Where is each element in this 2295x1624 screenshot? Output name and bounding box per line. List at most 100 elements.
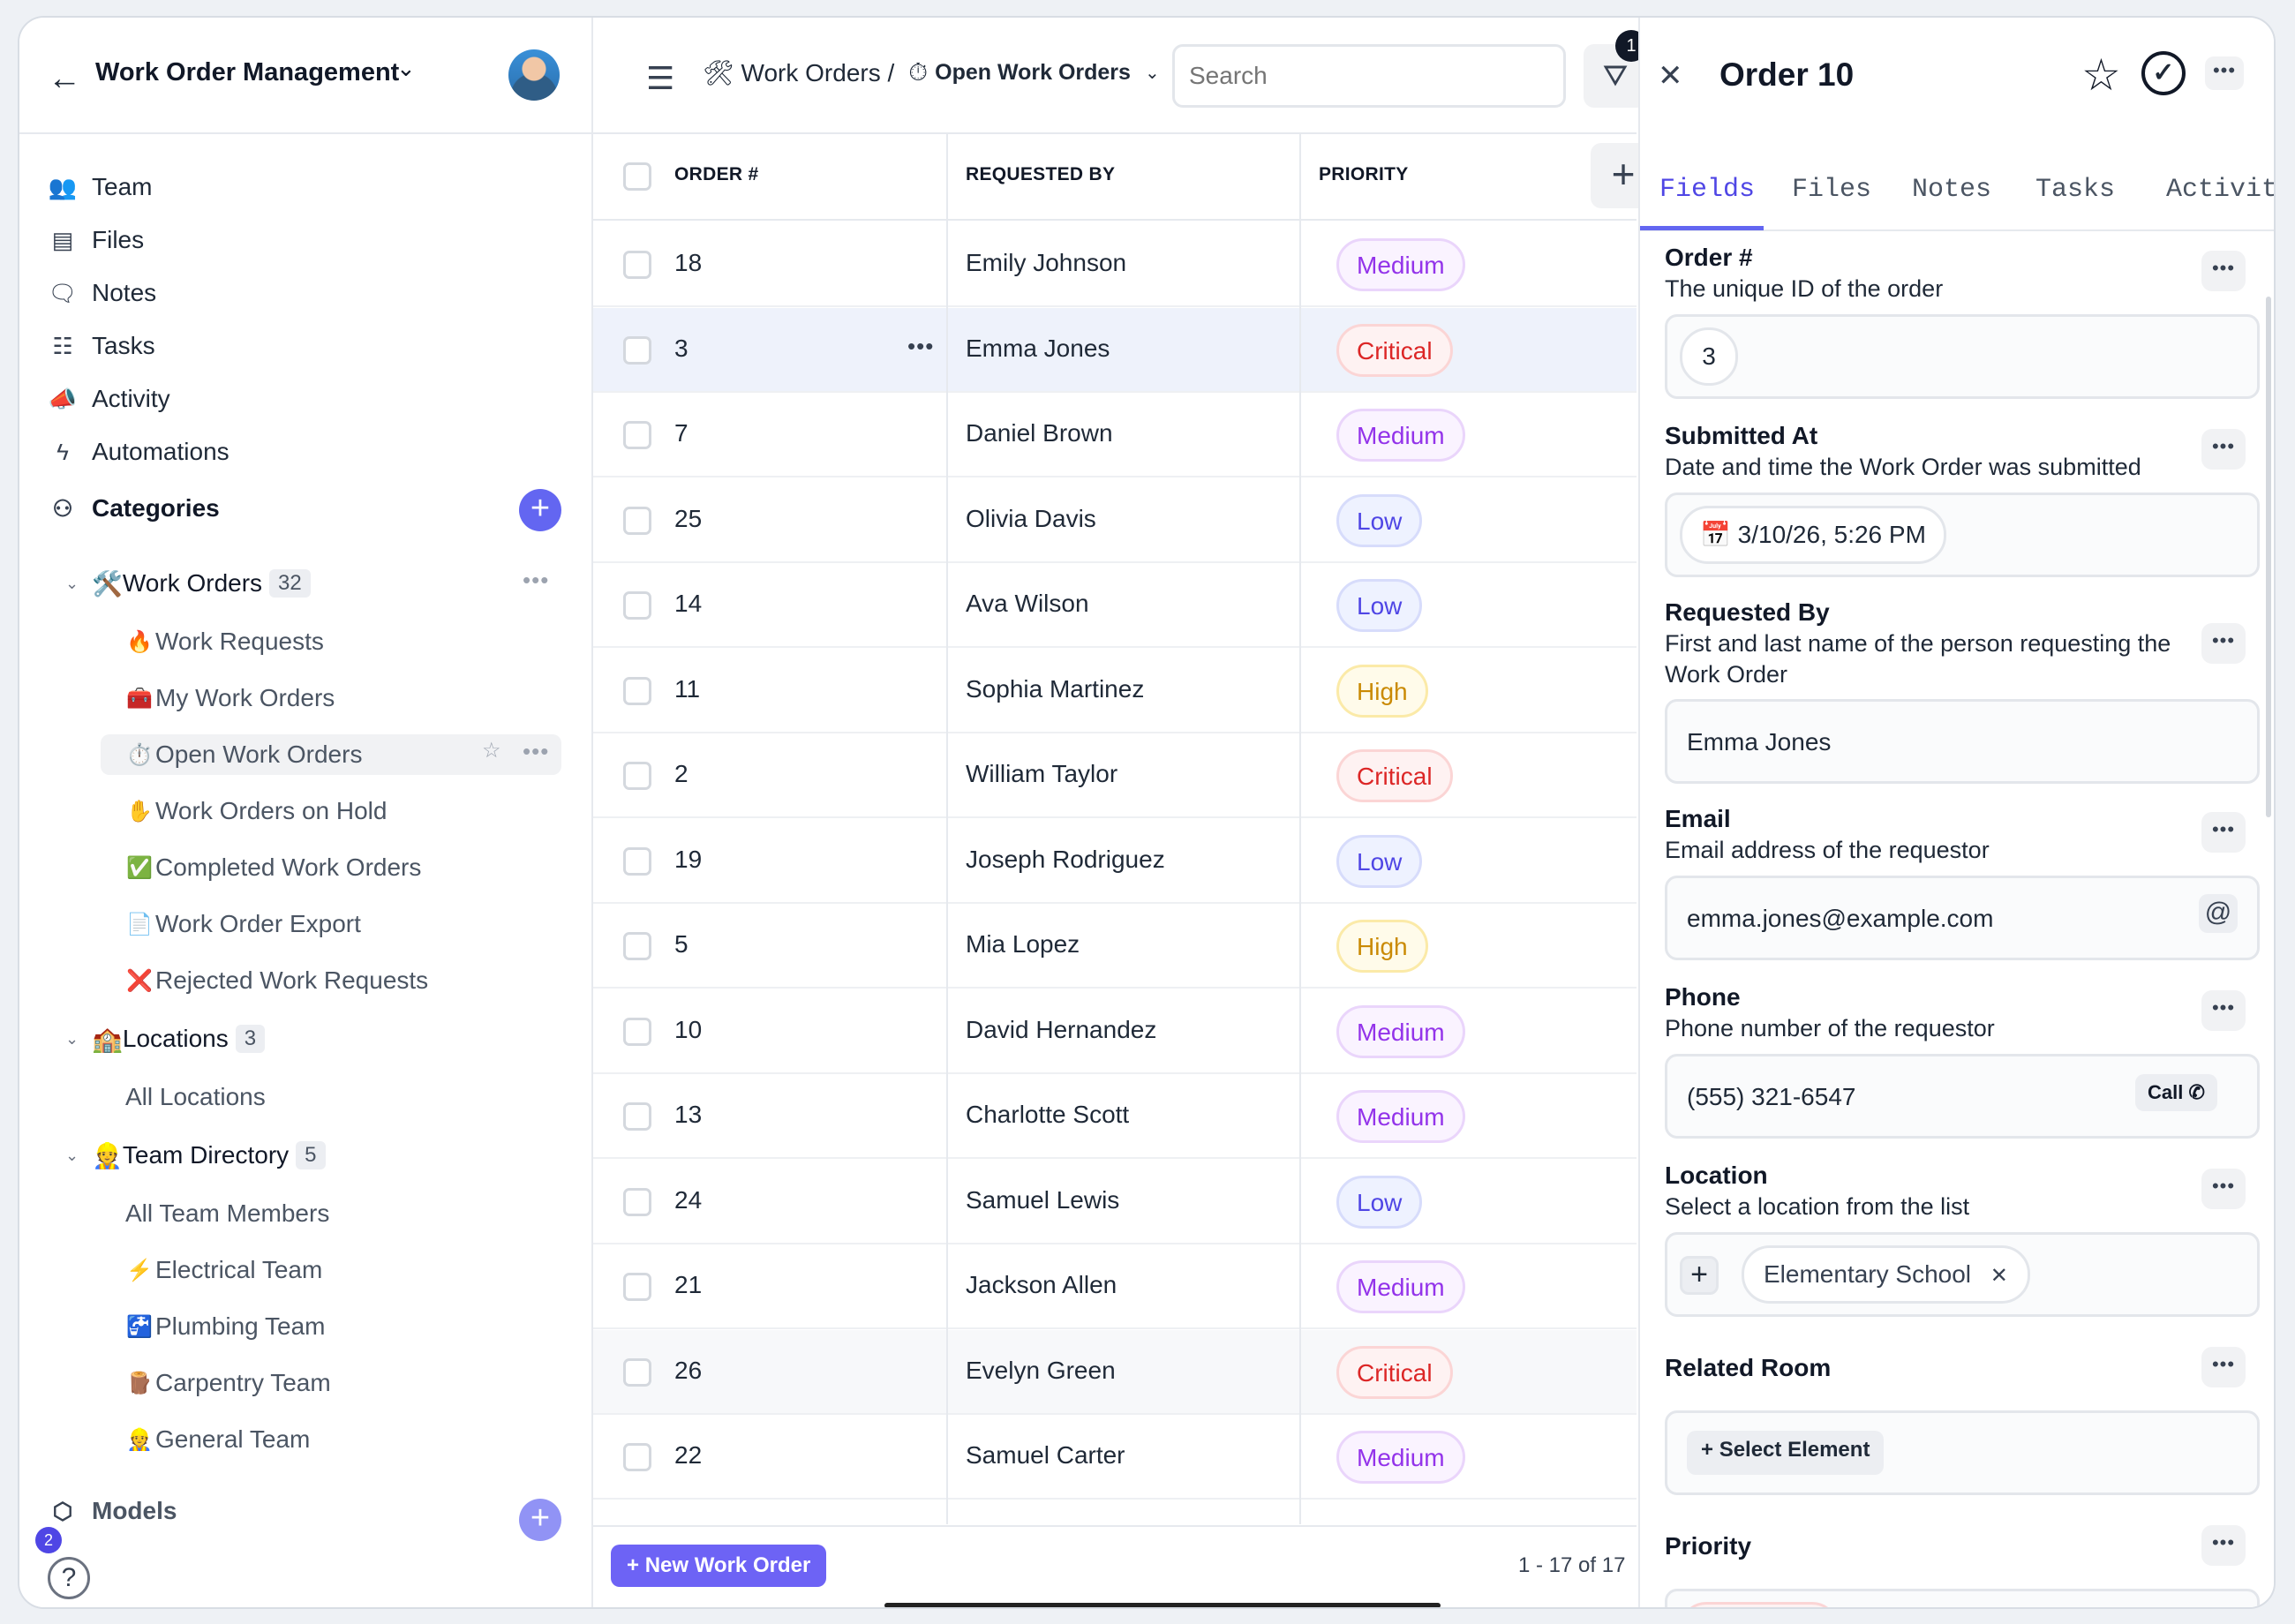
- chevron-down-icon[interactable]: ⌄: [65, 1146, 79, 1164]
- related-room-field[interactable]: + Select Element: [1665, 1410, 2260, 1495]
- priority-badge[interactable]: Medium: [1336, 409, 1465, 462]
- more-icon[interactable]: •••: [523, 738, 550, 764]
- row-checkbox[interactable]: [623, 1187, 651, 1216]
- more-icon[interactable]: •••: [2201, 623, 2246, 664]
- table-row[interactable]: 7 Daniel Brown Medium: [593, 393, 1637, 477]
- priority-pill[interactable]: [1680, 1602, 1839, 1607]
- tree-item-work-requests[interactable]: 🔥 Work Requests: [124, 621, 324, 662]
- table-row[interactable]: 26 Evelyn Green Critical: [593, 1329, 1637, 1415]
- row-checkbox[interactable]: [623, 932, 651, 960]
- table-row[interactable]: 25 Olivia Davis Low: [593, 478, 1637, 563]
- avatar[interactable]: [508, 49, 560, 101]
- nav-files[interactable]: ▤ Files: [48, 221, 144, 259]
- table-row[interactable]: 22 Samuel Carter Medium: [593, 1415, 1637, 1500]
- table-row[interactable]: 5 Mia Lopez High: [593, 904, 1637, 989]
- tree-group-locations[interactable]: ⌄ 🏫 Locations 3: [65, 1019, 266, 1059]
- requested-by-field[interactable]: Emma Jones: [1665, 699, 2260, 784]
- horizontal-scrollbar[interactable]: [884, 1603, 1441, 1607]
- tab-activity[interactable]: Activity: [2166, 175, 2274, 205]
- row-checkbox[interactable]: [623, 846, 651, 876]
- tree-item-on-hold[interactable]: ✋ Work Orders on Hold: [124, 791, 387, 831]
- priority-badge[interactable]: Medium: [1336, 1090, 1465, 1143]
- email-value[interactable]: emma.jones@example.com: [1687, 905, 1994, 932]
- tab-fields[interactable]: Fields: [1659, 175, 1756, 205]
- row-checkbox[interactable]: [623, 421, 651, 449]
- vertical-scrollbar[interactable]: [2266, 297, 2271, 817]
- table-row[interactable]: 3 ••• Emma Jones Critical: [593, 307, 1637, 393]
- row-checkbox[interactable]: [623, 506, 651, 535]
- row-checkbox[interactable]: [623, 251, 651, 279]
- nav-tasks[interactable]: ☷ Tasks: [48, 327, 154, 365]
- chevron-down-icon[interactable]: ⌄: [396, 55, 416, 81]
- priority-badge[interactable]: Medium: [1336, 1431, 1465, 1484]
- tree-item-electrical[interactable]: ⚡ Electrical Team: [124, 1250, 322, 1290]
- star-icon[interactable]: ☆: [482, 739, 502, 763]
- order-field[interactable]: 3: [1665, 314, 2260, 399]
- row-checkbox[interactable]: [623, 335, 651, 365]
- phone-value[interactable]: (555) 321-6547: [1687, 1083, 1856, 1110]
- more-icon[interactable]: •••: [2205, 56, 2244, 90]
- add-model-button[interactable]: +: [519, 1499, 561, 1541]
- priority-badge[interactable]: Low: [1336, 1175, 1423, 1229]
- priority-badge[interactable]: Critical: [1336, 749, 1453, 802]
- email-field[interactable]: emma.jones@example.com @: [1665, 876, 2260, 960]
- priority-badge[interactable]: High: [1336, 664, 1428, 718]
- chevron-down-icon[interactable]: ⌄: [65, 574, 79, 592]
- add-location-button[interactable]: +: [1680, 1256, 1719, 1295]
- more-icon[interactable]: •••: [907, 332, 935, 359]
- table-row[interactable]: 11 Sophia Martinez High: [593, 649, 1637, 733]
- more-icon[interactable]: •••: [2201, 1347, 2246, 1387]
- tree-item-all-locations[interactable]: All Locations: [125, 1077, 266, 1117]
- table-row[interactable]: 19 Joseph Rodriguez Low: [593, 819, 1637, 904]
- check-circle-icon[interactable]: ✓: [2141, 51, 2186, 95]
- row-checkbox[interactable]: [623, 1443, 651, 1471]
- nav-activity[interactable]: 📣 Activity: [48, 380, 170, 418]
- star-icon[interactable]: ☆: [2081, 50, 2121, 100]
- row-checkbox[interactable]: [623, 676, 651, 705]
- row-checkbox[interactable]: [623, 1017, 651, 1046]
- breadcrumb-current[interactable]: Open Work Orders: [935, 60, 1131, 85]
- tree-item-rejected[interactable]: ❌ Rejected Work Requests: [124, 960, 428, 1001]
- more-icon[interactable]: •••: [2201, 812, 2246, 853]
- priority-badge[interactable]: Medium: [1336, 1260, 1465, 1313]
- table-row[interactable]: 21 Jackson Allen Medium: [593, 1244, 1637, 1329]
- tree-group-team-directory[interactable]: ⌄ 👷 Team Directory 5: [65, 1135, 326, 1176]
- close-icon[interactable]: ✕: [1658, 59, 1683, 93]
- tree-item-all-team-members[interactable]: All Team Members: [125, 1193, 329, 1234]
- table-row[interactable]: 14 Ava Wilson Low: [593, 563, 1637, 648]
- submitted-field[interactable]: 📅 3/10/26, 5:26 PM: [1665, 492, 2260, 577]
- table-row[interactable]: 18 Emily Johnson Medium: [593, 222, 1637, 307]
- tab-files[interactable]: Files: [1792, 175, 1872, 205]
- tree-item-completed[interactable]: ✅ Completed Work Orders: [124, 847, 421, 888]
- column-header-priority[interactable]: PRIORITY: [1319, 164, 1409, 184]
- priority-badge[interactable]: Medium: [1336, 1004, 1465, 1058]
- priority-badge[interactable]: High: [1336, 920, 1428, 973]
- nav-automations[interactable]: ϟ Automations: [48, 432, 230, 471]
- new-work-order-button[interactable]: + New Work Order: [611, 1545, 827, 1587]
- tree-item-my-work-orders[interactable]: 🧰 My Work Orders: [124, 678, 335, 718]
- more-icon[interactable]: •••: [2201, 990, 2246, 1031]
- table-row[interactable]: 2 William Taylor Critical: [593, 733, 1637, 818]
- more-icon[interactable]: •••: [2201, 251, 2246, 291]
- table-row[interactable]: 13 Charlotte Scott Medium: [593, 1074, 1637, 1159]
- nav-notes[interactable]: 🗨 Notes: [48, 274, 156, 312]
- requested-by-value[interactable]: Emma Jones: [1687, 728, 1832, 756]
- tab-notes[interactable]: Notes: [1912, 175, 1992, 205]
- tree-item-general[interactable]: 👷 General Team: [124, 1419, 310, 1460]
- row-checkbox[interactable]: [623, 591, 651, 620]
- tree-group-work-orders[interactable]: ⌄ 🛠️ Work Orders 32: [65, 563, 311, 604]
- table-row[interactable]: 10 David Hernandez Medium: [593, 989, 1637, 1074]
- location-tag[interactable]: Elementary School ✕: [1742, 1245, 2030, 1304]
- priority-badge[interactable]: Critical: [1336, 1345, 1453, 1399]
- priority-badge[interactable]: Low: [1336, 834, 1423, 888]
- more-icon[interactable]: •••: [2201, 429, 2246, 470]
- remove-icon[interactable]: ✕: [1990, 1264, 2008, 1288]
- row-checkbox[interactable]: [623, 1357, 651, 1387]
- back-arrow-icon[interactable]: ←: [48, 60, 81, 97]
- help-button[interactable]: ?: [48, 1557, 90, 1599]
- row-checkbox[interactable]: [623, 762, 651, 790]
- tree-item-export[interactable]: 📄 Work Order Export: [124, 904, 361, 944]
- tree-item-plumbing[interactable]: 🚰 Plumbing Team: [124, 1306, 325, 1347]
- chevron-down-icon[interactable]: ⌄: [1144, 64, 1160, 83]
- at-icon[interactable]: @: [2199, 894, 2238, 933]
